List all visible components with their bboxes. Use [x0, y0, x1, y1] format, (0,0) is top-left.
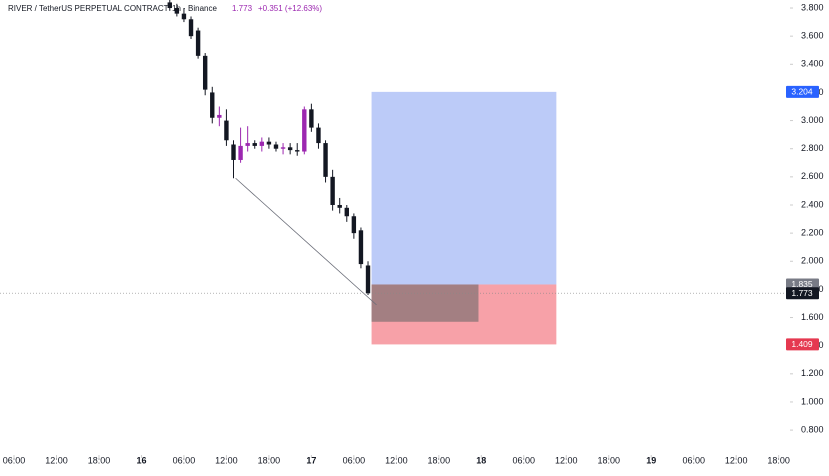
candle-body [245, 143, 250, 146]
candle-body [238, 145, 243, 160]
y-tick-label: 2.200 [801, 228, 824, 238]
x-tick-label: 12:00 [555, 455, 578, 465]
x-tick-label: 12:00 [385, 455, 408, 465]
x-tick-label: 06:00 [682, 455, 705, 465]
symbol-title: RIVER / TetherUS PERPETUAL CONTRACT [8, 4, 169, 13]
x-tick-label: 18:00 [258, 455, 281, 465]
candle-body [358, 230, 364, 265]
candle-body [365, 265, 371, 294]
candle-body [224, 120, 229, 141]
x-tick-label: 12:00 [215, 455, 238, 465]
shaded-range [371, 284, 479, 322]
candle-body [259, 141, 265, 146]
candle-body [351, 216, 357, 234]
y-tick-label: 2.600 [801, 171, 824, 181]
candle-body [344, 207, 349, 217]
profit-zone [371, 91, 557, 285]
candle-body [309, 109, 314, 128]
candle-body [231, 144, 236, 160]
x-tick-label: 16 [136, 455, 146, 465]
candle-body [266, 141, 272, 145]
x-tick-label: 18 [476, 455, 486, 465]
candle-body [316, 127, 321, 144]
candle-body [323, 143, 328, 177]
x-tick-label: 06:00 [3, 455, 26, 465]
candle-body [202, 55, 208, 90]
candle-body [252, 143, 257, 146]
x-tick-label: 18:00 [428, 455, 451, 465]
y-tick-label: 3.800 [801, 2, 824, 12]
x-tick-label: 18:00 [88, 455, 111, 465]
x-tick-label: 06:00 [343, 455, 366, 465]
x-tick-label: 06:00 [513, 455, 536, 465]
y-tick-label: 3.400 [801, 59, 824, 69]
candle-body [330, 176, 335, 205]
y-tick-label: 1.200 [801, 368, 824, 378]
header-change: +0.351 (+12.63%) [258, 4, 322, 13]
candle-body [174, 8, 180, 14]
target-tag [786, 85, 819, 98]
candle-body [167, 2, 172, 9]
last-price-tag [786, 287, 819, 300]
candle-body [287, 147, 293, 151]
x-tick-label: 12:00 [725, 455, 748, 465]
y-tick-label: 1.000 [801, 396, 824, 406]
x-tick-label: 18:00 [767, 455, 790, 465]
entry-label: 1.835 [791, 279, 813, 289]
y-tick-label: 2.800 [801, 143, 824, 153]
x-tick-label: 19 [646, 455, 656, 465]
candle-body [337, 204, 342, 208]
y-tick-label: 2.400 [801, 199, 824, 209]
candle-body [295, 150, 300, 152]
x-tick-label: 12:00 [45, 455, 68, 465]
candle-body [210, 92, 215, 118]
candle-body [188, 19, 194, 37]
y-tick-label: 0.800 [801, 424, 824, 434]
candle-body [273, 144, 279, 149]
stop-label: 1.409 [791, 339, 813, 349]
x-tick-label: 18:00 [597, 455, 620, 465]
candle-body [195, 30, 201, 56]
last-price-label: 1.773 [791, 288, 813, 298]
interval: 1h · Binance [172, 4, 217, 13]
header-last: 1.773 [232, 4, 253, 13]
candle-body [217, 114, 222, 118]
y-tick-label: 3.000 [801, 115, 824, 125]
x-tick-label: 06:00 [173, 455, 196, 465]
trend-line [235, 177, 377, 306]
y-tick-label: 3.600 [801, 31, 824, 41]
candle-body [181, 13, 187, 20]
x-tick-label: 17 [306, 455, 316, 465]
y-tick-label: 2.000 [801, 256, 824, 266]
target-label: 3.204 [791, 87, 813, 97]
y-tick-label: 1.600 [801, 312, 824, 322]
candle-body [302, 109, 307, 152]
candle-body [280, 147, 286, 149]
stop-tag [786, 338, 819, 351]
